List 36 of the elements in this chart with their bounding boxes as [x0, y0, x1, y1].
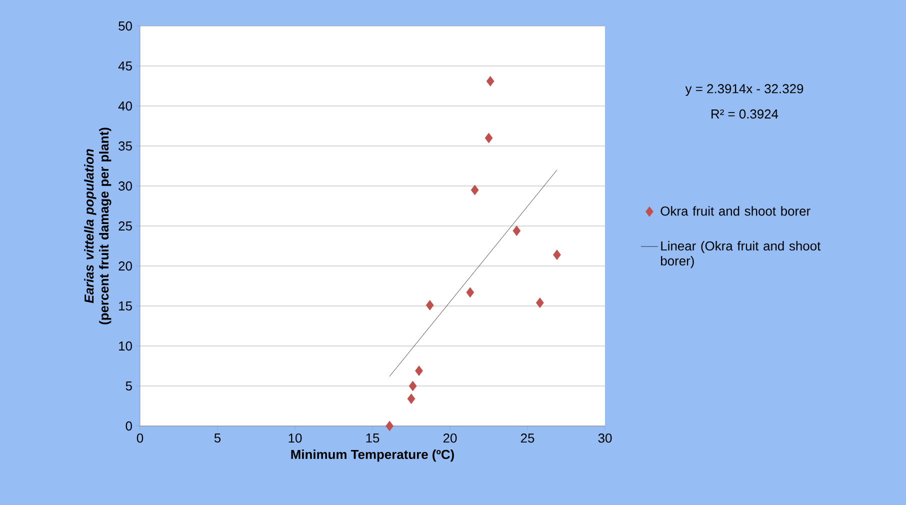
legend-label: Linear (Okra fruit and shoot borer): [660, 241, 821, 268]
y-tick-label: 35: [118, 141, 132, 151]
text: y = 2.3914x - 32.329: [685, 84, 804, 96]
point: [512, 226, 521, 236]
y-tick-label: 40: [118, 101, 132, 111]
y-tick-label: 20: [118, 261, 132, 271]
point: [386, 420, 394, 432]
x-tick-label: 0: [136, 434, 144, 443]
point: [484, 132, 493, 144]
point: [553, 250, 561, 260]
point: [466, 287, 474, 298]
x-tick-label: 20: [443, 434, 457, 443]
y-tick-label: 45: [118, 61, 132, 71]
x-tick-label: 15: [366, 434, 380, 443]
y-tick-label: 10: [119, 341, 132, 351]
legend-label: Okra fruit and shoot borer: [660, 206, 810, 216]
y-tick-label: 5: [126, 381, 132, 391]
x-axis-title: Minimum Temperature (ºC): [291, 450, 454, 462]
y-tick-label: 50: [118, 21, 132, 31]
point: [415, 366, 423, 376]
point: [486, 76, 494, 86]
point: [470, 184, 479, 196]
point: [408, 380, 417, 392]
point: [536, 298, 544, 308]
y-tick-label: 0: [126, 421, 132, 431]
x-tick-label: 5: [214, 434, 221, 443]
point: [426, 300, 434, 310]
x-tick-label: 10: [288, 434, 302, 443]
y-tick-label: 25: [118, 221, 132, 231]
x-tick-label: 30: [598, 434, 612, 443]
point: [407, 394, 416, 404]
y-axis-title: Earias vittella population (percent fruit damage per plant): [84, 128, 112, 324]
y-tick-label: 15: [119, 301, 132, 311]
y-tick-label: 30: [118, 181, 132, 191]
x-tick-label: 25: [520, 434, 534, 443]
text: R² = 0.3924: [712, 109, 778, 119]
